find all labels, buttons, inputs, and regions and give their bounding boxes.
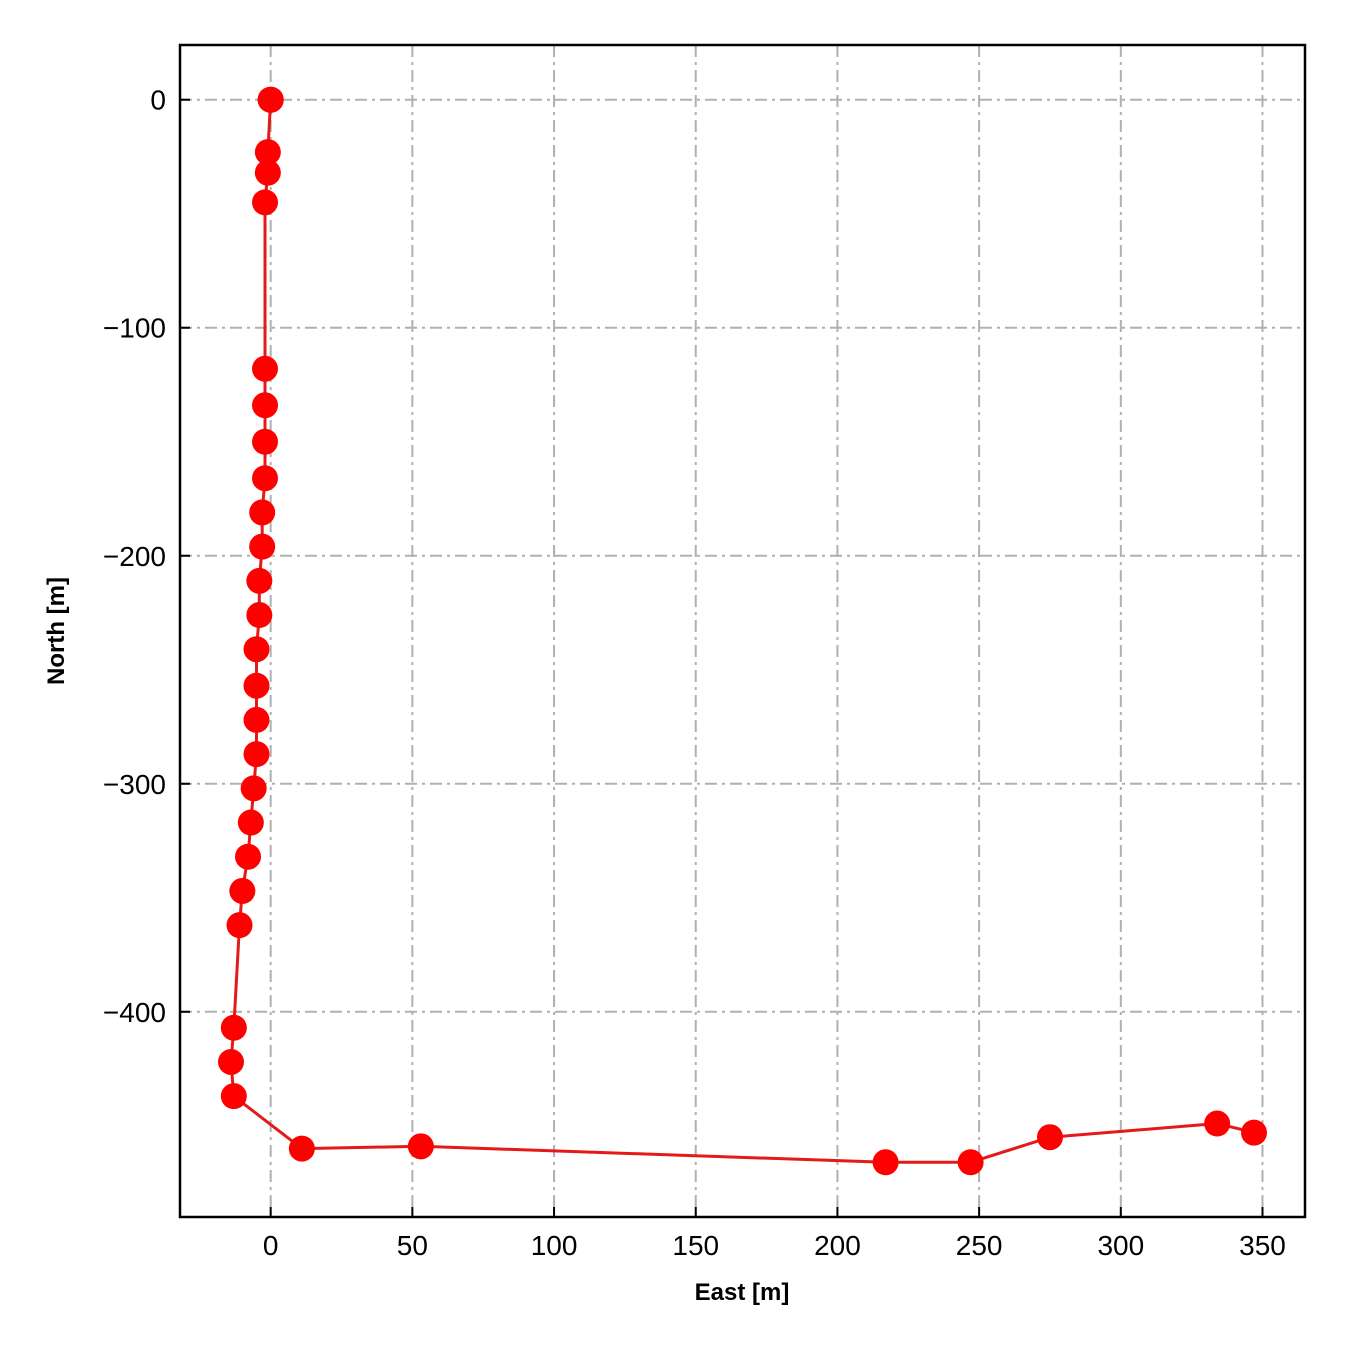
data-point	[243, 706, 270, 733]
x-tick-label: 200	[814, 1230, 861, 1261]
y-tick-label: −200	[103, 541, 166, 572]
y-axis-label: North [m]	[43, 577, 70, 685]
data-point	[229, 877, 256, 904]
data-point	[252, 355, 279, 382]
y-tick-label: −400	[103, 997, 166, 1028]
x-tick-label: 100	[531, 1230, 578, 1261]
data-point	[237, 809, 264, 836]
data-point	[252, 189, 279, 216]
data-point	[249, 533, 276, 560]
ticks: 0 50 100 150 200 250 300 350 0 −100 −200 −300 −400	[103, 85, 1286, 1261]
gridlines	[180, 45, 1305, 1217]
x-tick-label: 300	[1097, 1230, 1144, 1261]
data-point	[240, 775, 267, 802]
y-tick-label: −100	[103, 313, 166, 344]
data-point	[407, 1133, 434, 1160]
data-point	[872, 1149, 899, 1176]
data-point	[243, 672, 270, 699]
x-tick-label: 0	[263, 1230, 279, 1261]
data-point	[1204, 1110, 1231, 1137]
data-point	[252, 392, 279, 419]
x-tick-label: 350	[1239, 1230, 1286, 1261]
data-point	[257, 86, 284, 113]
y-tick-label: −300	[103, 769, 166, 800]
x-tick-label: 150	[672, 1230, 719, 1261]
data-point	[254, 159, 281, 186]
data-point	[252, 465, 279, 492]
data-point	[218, 1048, 245, 1075]
data-point	[957, 1149, 984, 1176]
data-point	[243, 741, 270, 768]
data-point	[288, 1135, 315, 1162]
series-layer	[218, 86, 1267, 1176]
data-point	[226, 912, 253, 939]
data-point	[254, 139, 281, 166]
data-point	[246, 567, 273, 594]
data-point	[243, 636, 270, 663]
data-point	[1240, 1119, 1267, 1146]
data-point	[235, 843, 262, 870]
data-point	[220, 1014, 247, 1041]
x-axis-label: East [m]	[695, 1279, 790, 1306]
plot-frame	[178, 43, 1307, 1219]
data-point	[246, 602, 273, 629]
data-point	[1036, 1124, 1063, 1151]
data-point	[220, 1083, 247, 1110]
x-tick-label: 250	[956, 1230, 1003, 1261]
y-tick-label: 0	[150, 85, 166, 116]
data-point	[252, 428, 279, 455]
x-tick-label: 50	[397, 1230, 428, 1261]
data-point	[249, 499, 276, 526]
